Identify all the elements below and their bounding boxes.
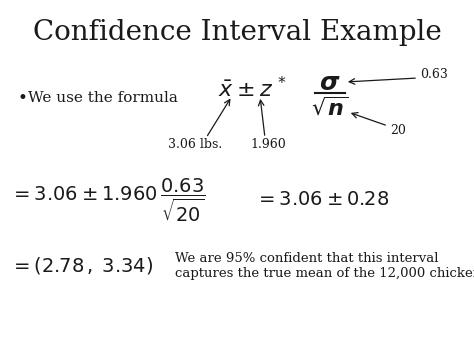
Text: $\bar{x} \pm z^{\,*}$: $\bar{x} \pm z^{\,*}$ <box>218 77 286 103</box>
Text: captures the true mean of the 12,000 chickens.: captures the true mean of the 12,000 chi… <box>175 267 474 279</box>
Text: 0.63: 0.63 <box>420 69 448 82</box>
Text: Confidence Interval Example: Confidence Interval Example <box>33 18 441 45</box>
Text: $= 3.06 \pm 0.28$: $= 3.06 \pm 0.28$ <box>255 191 389 209</box>
Text: $= 3.06 \pm 1.960\,\dfrac{0.63}{\sqrt{20}}$: $= 3.06 \pm 1.960\,\dfrac{0.63}{\sqrt{20… <box>10 176 206 224</box>
Text: 1.960: 1.960 <box>250 138 286 152</box>
Text: $= (2.78\,,\;3.34)$: $= (2.78\,,\;3.34)$ <box>10 255 153 275</box>
Text: •: • <box>18 89 28 107</box>
Text: We are 95% confident that this interval: We are 95% confident that this interval <box>175 251 438 264</box>
Text: We use the formula: We use the formula <box>28 91 178 105</box>
Text: $\boldsymbol{\sigma}$: $\boldsymbol{\sigma}$ <box>319 71 341 94</box>
Text: 3.06 lbs.: 3.06 lbs. <box>168 138 222 152</box>
Text: 20: 20 <box>390 124 406 137</box>
Text: $\sqrt{\boldsymbol{n}}$: $\sqrt{\boldsymbol{n}}$ <box>311 97 349 119</box>
